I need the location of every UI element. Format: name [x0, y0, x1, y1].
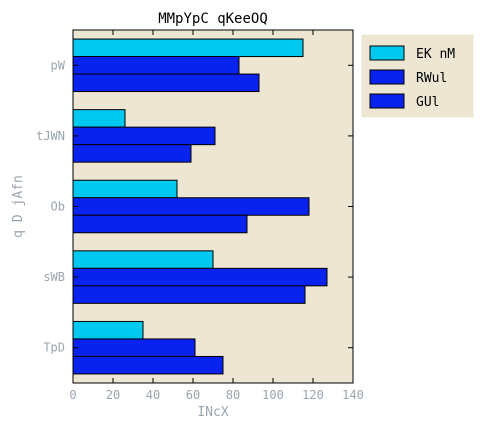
- chart-title: MMpYpC qKeeOQ: [158, 11, 268, 27]
- x-tick-label: 0: [69, 388, 76, 402]
- bar-tJWN-3: [72, 144, 192, 163]
- y-tick-label: pW: [51, 58, 66, 72]
- bar-TpD-2: [72, 338, 196, 357]
- x-axis-label: INcX: [197, 405, 228, 420]
- bar-tJWN-1: [72, 109, 126, 128]
- legend-swatch: [369, 45, 405, 61]
- ticks-layer: 0 20 40 60 80 100 120 140 pW tJWN Ob sWB TpD: [36, 30, 364, 402]
- x-tick-label: 140: [342, 388, 364, 402]
- bar-Ob-2: [72, 197, 310, 216]
- bar-sWB-2: [72, 267, 328, 287]
- x-tick-label: 20: [106, 388, 120, 402]
- bar-TpD-1: [72, 320, 144, 340]
- legend: EK nM RWul GUl: [361, 34, 474, 118]
- x-tick-label: 60: [186, 388, 200, 402]
- bar-sWB-1: [72, 250, 214, 269]
- y-tick-label: tJWN: [36, 129, 65, 143]
- y-axis-label: q D jAfn: [11, 175, 26, 238]
- x-tick-label: 100: [262, 388, 284, 402]
- y-tick-label: TpD: [43, 341, 65, 355]
- x-tick-label: 40: [146, 388, 160, 402]
- bar-sWB-3: [72, 285, 306, 304]
- bar-pW-2: [72, 56, 240, 75]
- legend-swatch: [369, 69, 405, 85]
- bar-Ob-3: [72, 214, 248, 234]
- legend-label: GUl: [416, 95, 439, 110]
- x-tick-label: 120: [302, 388, 324, 402]
- x-tick-label: 80: [226, 388, 240, 402]
- y-tick-label: Ob: [51, 200, 65, 214]
- bar-pW-1: [72, 38, 304, 58]
- legend-label: EK nM: [416, 47, 455, 62]
- legend-swatch: [369, 93, 405, 109]
- bar-tJWN-2: [72, 126, 216, 146]
- plot-frame: [72, 29, 354, 384]
- bar-pW-3: [72, 73, 260, 93]
- legend-label: RWul: [416, 71, 447, 86]
- bar-Ob-1: [72, 179, 178, 199]
- y-tick-label: sWB: [43, 270, 65, 284]
- bar-TpD-3: [72, 355, 224, 375]
